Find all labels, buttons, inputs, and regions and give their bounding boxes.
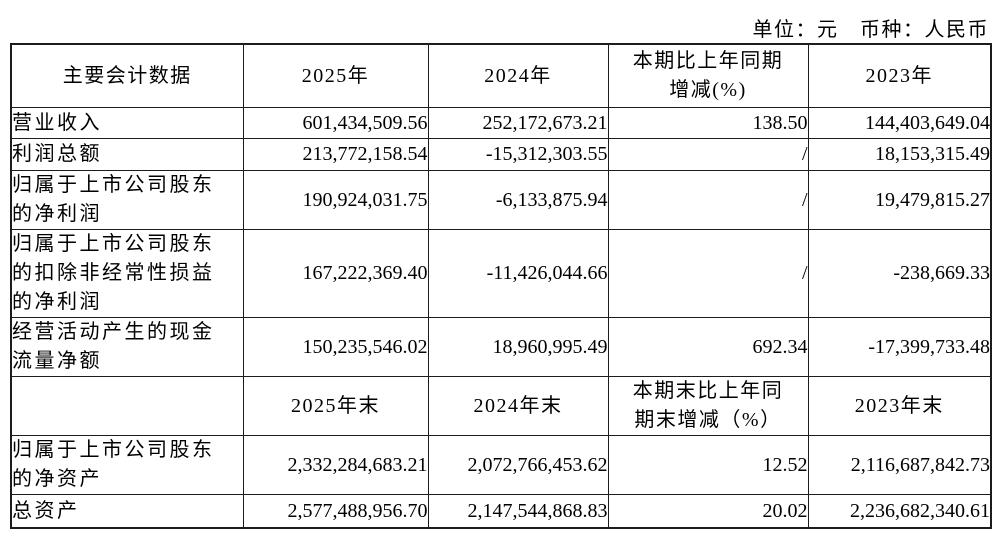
table-row-operating-revenue: 营业收入 601,434,509.56 252,172,673.21 138.5… xyxy=(10,107,992,139)
header-2023-end: 2023年末 xyxy=(807,376,992,436)
header-main-metrics: 主要会计数据 xyxy=(10,43,244,108)
value-2023: 2,236,682,340.61 xyxy=(807,494,992,529)
key-accounting-data-table: 主要会计数据 2025年 2024年 本期比上年同期 增减(%) 2023年 营… xyxy=(10,43,992,529)
value-2024: 2,072,766,453.62 xyxy=(427,435,609,495)
value-change: 20.02 xyxy=(607,494,809,529)
table-row-total-assets: 总资产 2,577,488,956.70 2,147,544,868.83 20… xyxy=(10,494,992,529)
header-2024-end: 2024年末 xyxy=(427,376,609,436)
table-row-net-profit-excl-nonrecurring: 归属于上市公司股东 的扣除非经常性损益 的净利润 167,222,369.40 … xyxy=(10,229,992,318)
table-header-row-annual: 主要会计数据 2025年 2024年 本期比上年同期 增减(%) 2023年 xyxy=(10,43,992,108)
value-2024: -15,312,303.55 xyxy=(427,138,609,171)
table-row-net-assets-attributable: 归属于上市公司股东 的净资产 2,332,284,683.21 2,072,76… xyxy=(10,435,992,495)
value-2023: -17,399,733.48 xyxy=(807,317,992,377)
value-2023: 144,403,649.04 xyxy=(807,107,992,139)
header-period-end-change: 本期末比上年同 期末增减（%） xyxy=(607,376,809,436)
value-2025: 2,577,488,956.70 xyxy=(242,494,429,529)
table-row-operating-cash-flow: 经营活动产生的现金 流量净额 150,235,546.02 18,960,995… xyxy=(10,317,992,377)
value-2025: 601,434,509.56 xyxy=(242,107,429,139)
row-label: 归属于上市公司股东 的净利润 xyxy=(10,170,244,230)
value-2024: 252,172,673.21 xyxy=(427,107,609,139)
value-2024: -11,426,044.66 xyxy=(427,229,609,318)
value-change: 692.34 xyxy=(607,317,809,377)
value-2023: -238,669.33 xyxy=(807,229,992,318)
value-2024: 18,960,995.49 xyxy=(427,317,609,377)
value-change: 138.50 xyxy=(607,107,809,139)
header-2025: 2025年 xyxy=(242,43,429,108)
row-label: 总资产 xyxy=(10,494,244,529)
value-2025: 167,222,369.40 xyxy=(242,229,429,318)
header-2023: 2023年 xyxy=(807,43,992,108)
header-2025-end: 2025年末 xyxy=(242,376,429,436)
header-yoy-change: 本期比上年同期 增减(%) xyxy=(607,43,809,108)
value-2025: 2,332,284,683.21 xyxy=(242,435,429,495)
row-label: 归属于上市公司股东 的扣除非经常性损益 的净利润 xyxy=(10,229,244,318)
value-2024: -6,133,875.94 xyxy=(427,170,609,230)
value-2025: 150,235,546.02 xyxy=(242,317,429,377)
value-change: / xyxy=(607,229,809,318)
value-2025: 190,924,031.75 xyxy=(242,170,429,230)
value-2023: 19,479,815.27 xyxy=(807,170,992,230)
table-header-row-period-end: 2025年末 2024年末 本期末比上年同 期末增减（%） 2023年末 xyxy=(10,376,992,436)
header-2024: 2024年 xyxy=(427,43,609,108)
table-row-net-profit-attributable: 归属于上市公司股东 的净利润 190,924,031.75 -6,133,875… xyxy=(10,170,992,230)
value-change: / xyxy=(607,138,809,171)
value-2023: 2,116,687,842.73 xyxy=(807,435,992,495)
header-empty xyxy=(10,376,244,436)
row-label: 利润总额 xyxy=(10,138,244,171)
value-2025: 213,772,158.54 xyxy=(242,138,429,171)
value-change: 12.52 xyxy=(607,435,809,495)
value-2023: 18,153,315.49 xyxy=(807,138,992,171)
value-change: / xyxy=(607,170,809,230)
row-label: 归属于上市公司股东 的净资产 xyxy=(10,435,244,495)
row-label: 营业收入 xyxy=(10,107,244,139)
row-label: 经营活动产生的现金 流量净额 xyxy=(10,317,244,377)
unit-currency-label: 单位：元 币种：人民币 xyxy=(752,19,989,41)
table-row-total-profit: 利润总额 213,772,158.54 -15,312,303.55 / 18,… xyxy=(10,138,992,171)
value-2024: 2,147,544,868.83 xyxy=(427,494,609,529)
